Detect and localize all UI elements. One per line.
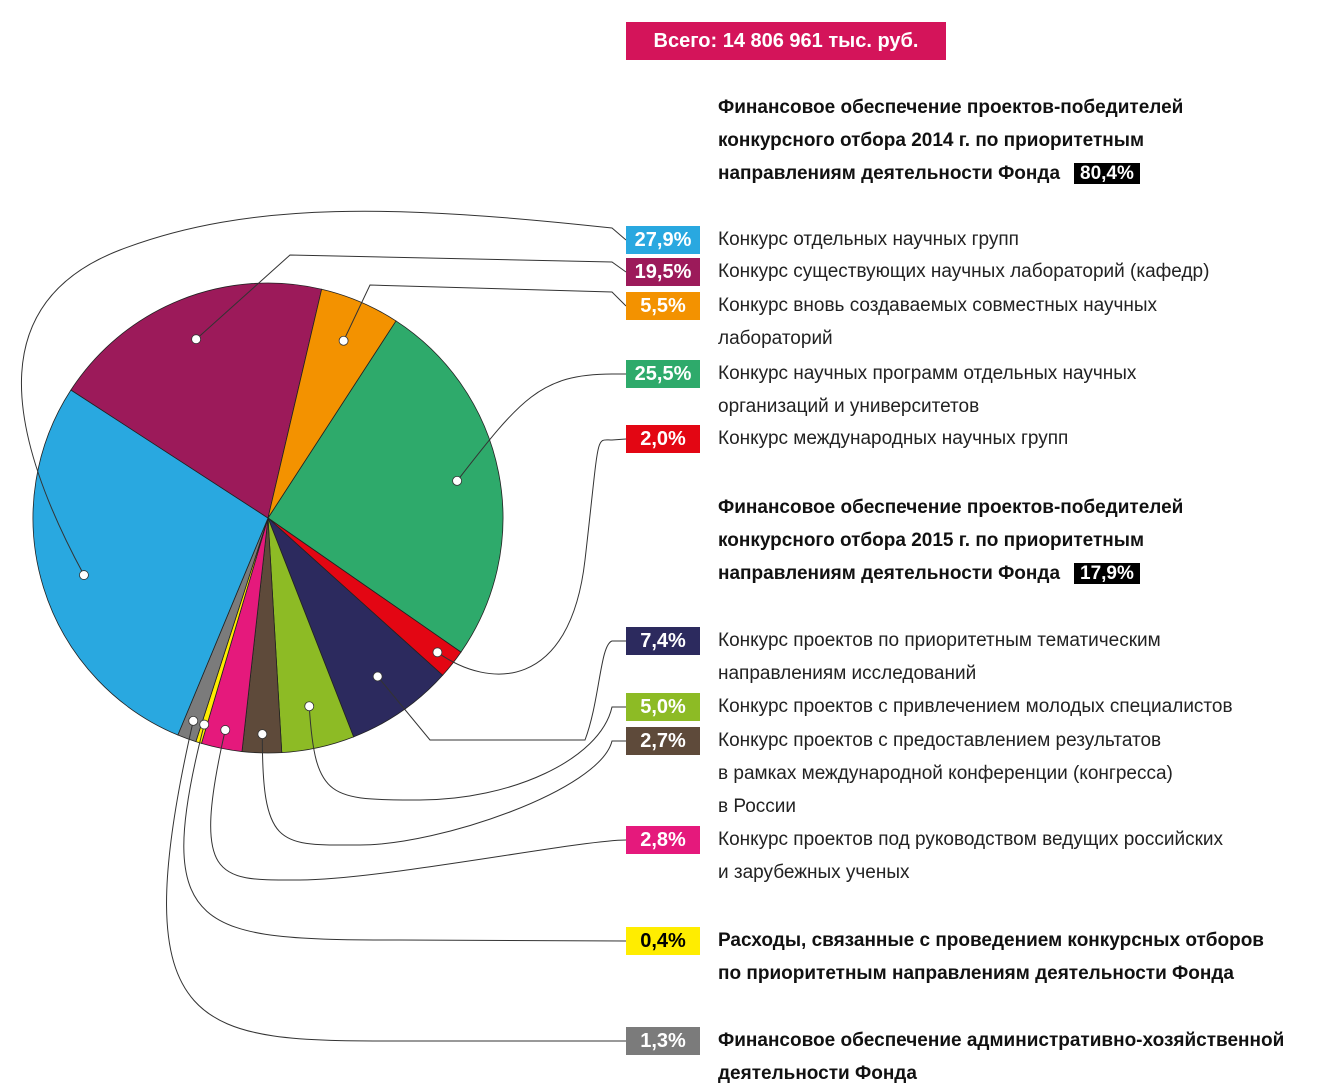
- leader-dot: [257, 729, 268, 740]
- leader-dot: [188, 715, 199, 726]
- leader-line: [377, 640, 626, 741]
- leader-line: [308, 706, 626, 801]
- value-badge: 5,0%: [626, 693, 700, 721]
- leader-dot: [304, 701, 315, 712]
- legend-label: Конкурс проектов с предоставлением резул…: [718, 730, 1173, 817]
- legend-label: Конкурс проектов под руководством ведущи…: [718, 829, 1224, 883]
- value-badge: 0,4%: [626, 927, 700, 955]
- leader-dot: [199, 719, 210, 730]
- leader-line: [183, 724, 627, 942]
- value-badge: 2,7%: [626, 727, 700, 755]
- leader-dot: [372, 671, 383, 682]
- pie-slice: [267, 320, 504, 653]
- leader-line: [437, 438, 627, 675]
- group-heading: Финансовое обеспечение проектов-победите…: [718, 97, 1184, 184]
- value-badge: 5,5%: [626, 292, 700, 320]
- value-badge: 19,5%: [626, 258, 700, 286]
- legend-label: Конкурс отдельных научных групп: [718, 229, 1019, 250]
- legend-label: Конкурс проектов с привлечением молодых …: [718, 696, 1233, 717]
- legend-label: Конкурс проектов по приоритетным тематич…: [718, 630, 1161, 684]
- leader-dot: [79, 570, 89, 580]
- value-badge: 27,9%: [626, 226, 700, 254]
- leader-dot: [220, 725, 231, 735]
- legend-label: Конкурс вновь создаваемых совместных нау…: [718, 295, 1158, 349]
- group-share: 17,9%: [1074, 563, 1140, 584]
- group-heading: Финансовое обеспечение проектов-победите…: [718, 497, 1184, 584]
- leader-line: [261, 734, 626, 846]
- leader-dot: [338, 335, 349, 346]
- value-badge: 1,3%: [626, 1027, 700, 1055]
- legend-label: Финансовое обеспечение административно-х…: [718, 1030, 1285, 1084]
- value-badge: 25,5%: [626, 360, 700, 388]
- leader-dot: [432, 647, 443, 658]
- pie-slice: [32, 389, 269, 736]
- group-share: 80,4%: [1074, 163, 1140, 184]
- leader-dot: [452, 476, 462, 486]
- pie-slice: [267, 288, 397, 519]
- pie-slice: [267, 517, 444, 738]
- total-title: Всего: 14 806 961 тыс. руб.: [626, 22, 946, 60]
- legend-label: Конкурс существующих научных лабораторий…: [718, 261, 1210, 282]
- legend-label: Конкурс международных научных групп: [718, 428, 1069, 449]
- leader-line: [456, 373, 626, 482]
- value-badge: 2,8%: [626, 826, 700, 854]
- leader-dot: [191, 334, 202, 345]
- legend-label: Расходы, связанные с проведением конкурс…: [718, 930, 1264, 984]
- leader-line: [210, 729, 627, 881]
- leader-line: [195, 254, 627, 340]
- leader-line: [343, 284, 627, 341]
- value-badge: 7,4%: [626, 627, 700, 655]
- leader-line: [20, 210, 627, 576]
- pie-slice: [70, 282, 323, 519]
- value-badge: 2,0%: [626, 425, 700, 453]
- leader-line: [166, 720, 626, 1042]
- legend-label: Конкурс научных программ отдельных научн…: [718, 363, 1137, 417]
